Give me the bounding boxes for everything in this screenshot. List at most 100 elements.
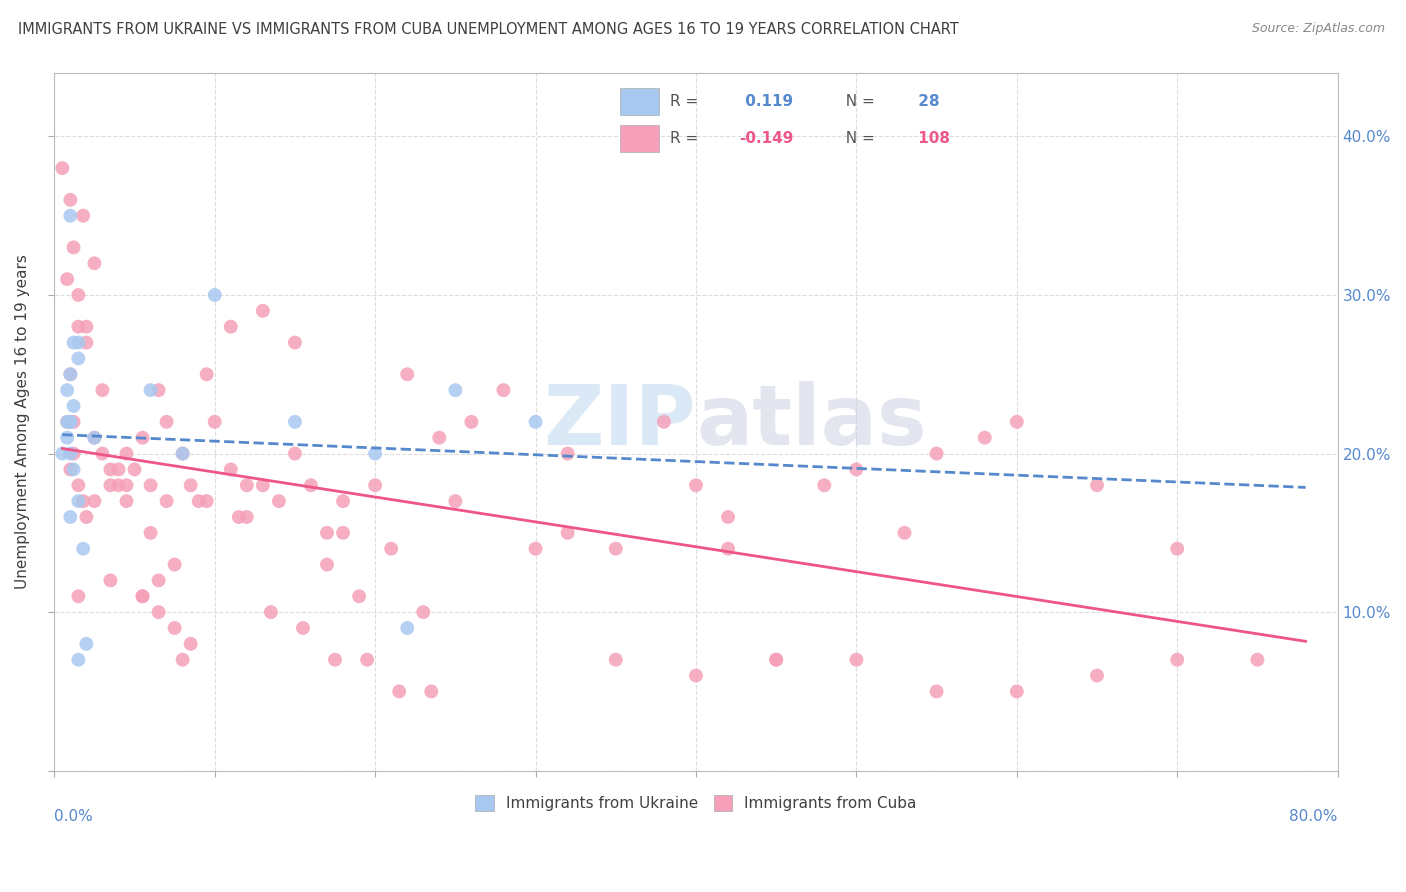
Point: [299, 478, 322, 492]
Point: [284, 415, 307, 429]
Point: [236, 478, 259, 492]
Point: [56, 415, 79, 429]
Point: [148, 605, 170, 619]
Point: [67, 653, 90, 667]
Point: [148, 574, 170, 588]
Point: [347, 589, 370, 603]
Point: [492, 383, 515, 397]
Point: [845, 462, 868, 476]
Point: [107, 478, 129, 492]
Point: [139, 478, 162, 492]
Point: [67, 288, 90, 302]
Point: [316, 525, 339, 540]
Point: [155, 494, 177, 508]
Point: [717, 510, 740, 524]
Point: [172, 446, 194, 460]
Point: [356, 653, 378, 667]
Point: [67, 335, 90, 350]
Point: [1005, 415, 1028, 429]
Point: [62, 399, 84, 413]
Point: [72, 541, 94, 556]
Point: [1166, 653, 1188, 667]
Point: [685, 478, 707, 492]
Point: [316, 558, 339, 572]
Point: [67, 351, 90, 366]
Point: [228, 510, 250, 524]
Point: [332, 525, 354, 540]
Point: [380, 541, 402, 556]
Point: [396, 621, 419, 635]
Point: [204, 415, 226, 429]
Point: [236, 510, 259, 524]
Point: [267, 494, 290, 508]
Point: [67, 319, 90, 334]
Point: [364, 478, 387, 492]
Point: [1166, 541, 1188, 556]
Point: [67, 494, 90, 508]
Point: [59, 368, 82, 382]
Point: [124, 462, 146, 476]
Point: [56, 431, 79, 445]
Point: [195, 494, 218, 508]
Point: [131, 589, 153, 603]
Point: [460, 415, 482, 429]
Point: [195, 368, 218, 382]
Point: [765, 653, 787, 667]
Point: [56, 415, 79, 429]
Point: [67, 478, 90, 492]
Point: [420, 684, 443, 698]
Point: [75, 335, 97, 350]
Point: [83, 431, 105, 445]
Point: [652, 415, 675, 429]
Point: [180, 637, 202, 651]
Point: [115, 494, 138, 508]
Point: [284, 446, 307, 460]
Point: [524, 415, 547, 429]
Text: IMMIGRANTS FROM UKRAINE VS IMMIGRANTS FROM CUBA UNEMPLOYMENT AMONG AGES 16 TO 19: IMMIGRANTS FROM UKRAINE VS IMMIGRANTS FR…: [18, 22, 959, 37]
Point: [75, 510, 97, 524]
Point: [973, 431, 995, 445]
Y-axis label: Unemployment Among Ages 16 to 19 years: Unemployment Among Ages 16 to 19 years: [15, 254, 30, 590]
Point: [180, 478, 202, 492]
Point: [1085, 668, 1108, 682]
Point: [83, 494, 105, 508]
Point: [396, 368, 419, 382]
Point: [1246, 653, 1268, 667]
Point: [260, 605, 283, 619]
Point: [765, 653, 787, 667]
Point: [557, 525, 579, 540]
Point: [291, 621, 314, 635]
Point: [163, 558, 186, 572]
Point: [252, 303, 274, 318]
Point: [172, 446, 194, 460]
Point: [75, 319, 97, 334]
Point: [388, 684, 411, 698]
Text: Source: ZipAtlas.com: Source: ZipAtlas.com: [1251, 22, 1385, 36]
Point: [427, 431, 450, 445]
Point: [412, 605, 434, 619]
Point: [204, 288, 226, 302]
Point: [444, 383, 467, 397]
Point: [75, 637, 97, 651]
Point: [813, 478, 835, 492]
Point: [323, 653, 346, 667]
Point: [131, 589, 153, 603]
Point: [83, 256, 105, 270]
Point: [56, 272, 79, 286]
Text: atlas: atlas: [696, 382, 927, 462]
Point: [100, 462, 122, 476]
Point: [332, 494, 354, 508]
Point: [72, 209, 94, 223]
Point: [72, 494, 94, 508]
Point: [148, 383, 170, 397]
Point: [139, 525, 162, 540]
Point: [155, 415, 177, 429]
Point: [252, 478, 274, 492]
Point: [364, 446, 387, 460]
Point: [62, 415, 84, 429]
Point: [67, 589, 90, 603]
Legend: Immigrants from Ukraine, Immigrants from Cuba: Immigrants from Ukraine, Immigrants from…: [468, 788, 924, 819]
Point: [115, 478, 138, 492]
Point: [62, 462, 84, 476]
Point: [925, 446, 948, 460]
